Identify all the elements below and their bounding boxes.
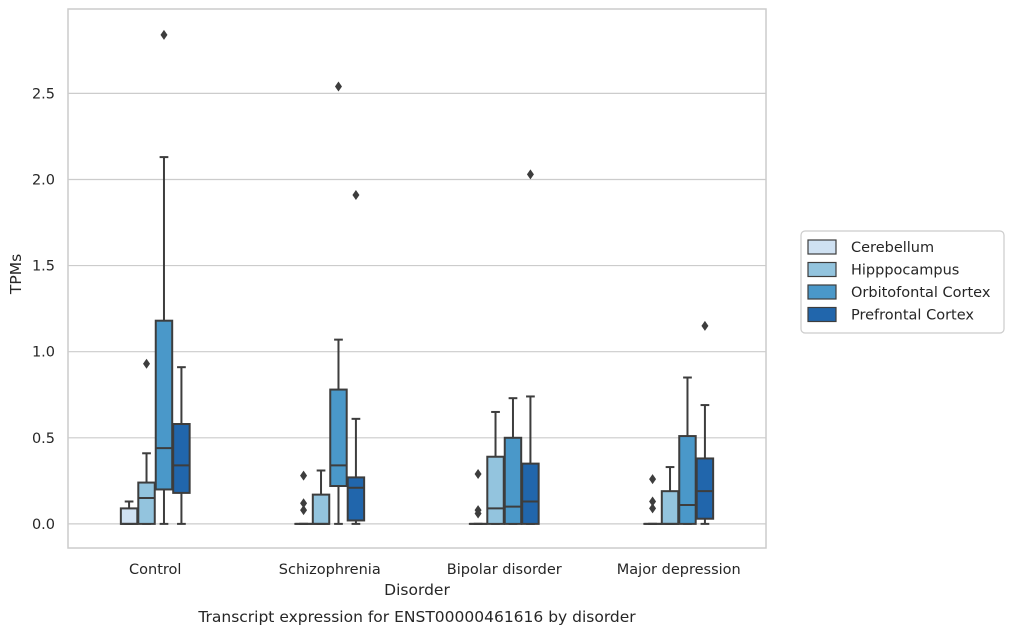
iqr-box	[348, 477, 364, 520]
y-tick-labels: 0.0 0.5 1.0 1.5 2.0 2.5	[32, 86, 55, 533]
legend-swatch	[808, 308, 836, 322]
legend-swatch	[808, 240, 836, 254]
y-tick-label: 1.5	[32, 259, 55, 275]
outlier-point	[649, 474, 656, 484]
iqr-box	[330, 390, 346, 486]
x-tick-label: Schizophrenia	[279, 562, 381, 578]
outlier-point	[300, 498, 307, 508]
box-group	[470, 469, 486, 524]
iqr-box	[697, 458, 713, 518]
iqr-box	[121, 508, 137, 523]
box-group	[121, 502, 137, 524]
iqr-box	[173, 424, 189, 493]
outlier-point	[352, 190, 359, 200]
y-tick-label: 1.0	[32, 345, 55, 361]
outlier-point	[475, 469, 482, 479]
y-tick-label: 2.0	[32, 172, 55, 188]
iqr-box	[156, 321, 172, 490]
box-group	[505, 398, 521, 524]
iqr-box	[505, 438, 521, 524]
iqr-box	[138, 483, 154, 524]
box-group	[295, 471, 311, 524]
box-group	[173, 367, 189, 524]
outlier-point	[527, 169, 534, 179]
legend-label: Prefrontal Cortex	[851, 308, 974, 324]
y-axis-title: TPMs	[7, 254, 25, 295]
box-group	[522, 169, 538, 524]
box-group	[313, 471, 329, 524]
legend: Cerebellum Hipppocampus Orbitofontal Corte…	[801, 231, 1004, 333]
outlier-point	[701, 321, 708, 331]
box-group	[662, 467, 678, 524]
iqr-box	[662, 491, 678, 524]
box-group	[156, 30, 172, 524]
legend-label: Cerebellum	[851, 240, 934, 256]
x-tick-label: Major depression	[617, 562, 741, 578]
outlier-point	[160, 30, 167, 40]
y-tick-label: 0.5	[32, 431, 55, 447]
x-tick-label: Control	[129, 562, 181, 578]
x-tick-label: Bipolar disorder	[447, 562, 562, 578]
y-tick-label: 2.5	[32, 86, 55, 102]
legend-label: Hipppocampus	[851, 263, 959, 279]
outlier-point	[649, 497, 656, 507]
chart-caption: Transcript expression for ENST0000046161…	[197, 608, 636, 626]
box-group	[348, 190, 364, 524]
box-group	[487, 412, 503, 524]
box-group	[138, 359, 154, 524]
legend-label: Orbitofontal Cortex	[851, 285, 991, 301]
box-group	[330, 81, 346, 523]
iqr-box	[679, 436, 695, 524]
iqr-box	[313, 495, 329, 524]
legend-swatch	[808, 263, 836, 277]
x-tick-labels: Control Schizophrenia Bipolar disorder Majo…	[129, 562, 741, 578]
y-tick-label: 0.0	[32, 517, 55, 533]
box-group	[644, 474, 660, 524]
outlier-point	[300, 471, 307, 481]
box-layer	[121, 30, 713, 524]
outlier-point	[143, 359, 150, 369]
iqr-box	[487, 457, 503, 524]
box-group	[679, 378, 695, 524]
x-axis-title: Disorder	[384, 581, 450, 599]
legend-swatch	[808, 285, 836, 299]
iqr-box	[522, 464, 538, 524]
outlier-point	[335, 81, 342, 91]
